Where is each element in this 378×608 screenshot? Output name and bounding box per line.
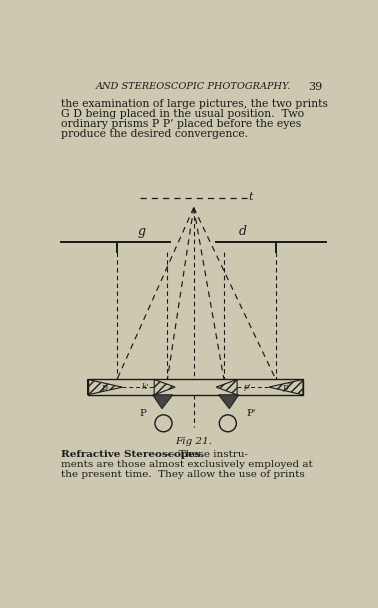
Text: p′′: p′′ [283,382,292,392]
Polygon shape [153,395,173,409]
Text: ments are those almost exclusively employed at: ments are those almost exclusively emplo… [61,460,313,469]
Bar [88,379,303,395]
Text: produce the desired convergence.: produce the desired convergence. [61,129,248,139]
Text: the examination of large pictures, the two prints: the examination of large pictures, the t… [61,99,328,109]
Circle shape [155,415,172,432]
Text: P': P' [246,409,256,418]
Text: — These instru-: — These instru- [165,451,248,459]
Text: 39: 39 [308,82,322,92]
Text: the present time.  They allow the use of prints: the present time. They allow the use of … [61,470,305,479]
Text: g: g [138,225,146,238]
Polygon shape [218,395,239,409]
Text: Fig 21.: Fig 21. [175,437,212,446]
Text: P: P [140,409,147,418]
Text: G D being placed in the usual position.  Two: G D being placed in the usual position. … [61,109,304,119]
Text: k': k' [141,383,149,391]
Text: p': p' [243,383,251,391]
Text: p: p [102,382,107,392]
Text: AND STEREOSCOPIC PHOTOGRAPHY.: AND STEREOSCOPIC PHOTOGRAPHY. [96,82,291,91]
Text: d: d [239,225,246,238]
Text: ordinary prisms P P’ placed before the eyes: ordinary prisms P P’ placed before the e… [61,119,301,129]
Text: t: t [249,192,253,202]
Circle shape [219,415,236,432]
Text: Refractive Stereoscopes.: Refractive Stereoscopes. [61,451,204,459]
